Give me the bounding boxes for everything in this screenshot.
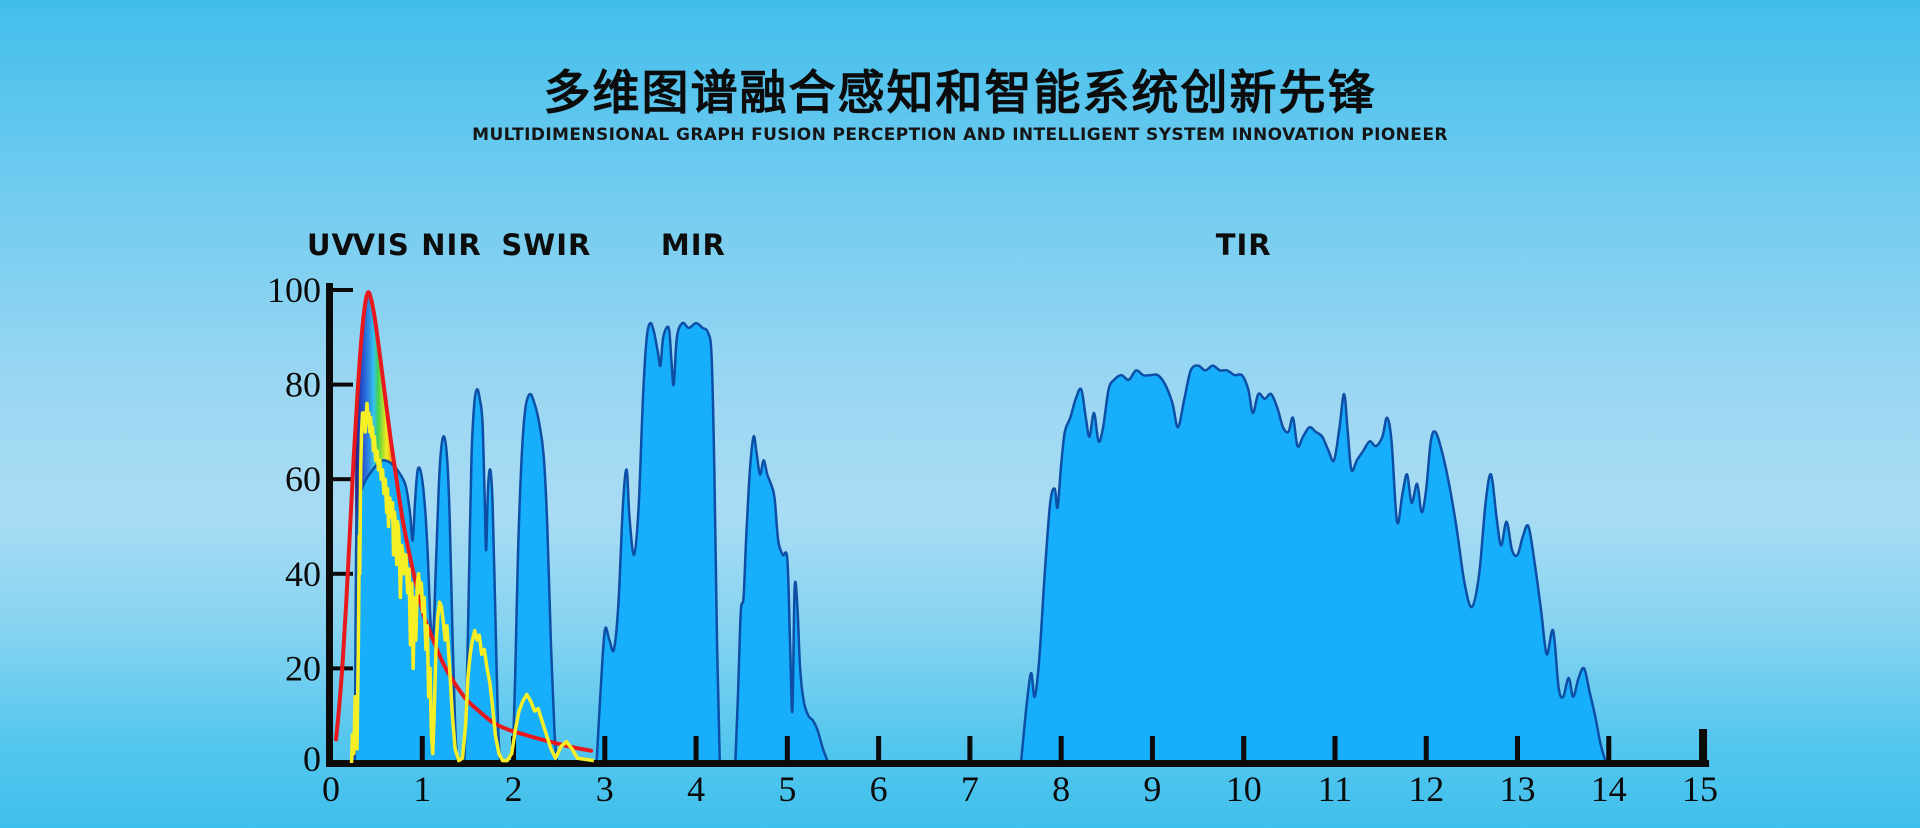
- x-tick-label: 0: [322, 769, 340, 809]
- x-tick-label: 15: [1682, 769, 1718, 809]
- x-tick-label: 1: [413, 769, 431, 809]
- x-tick-label: 6: [870, 769, 888, 809]
- y-tick-label: 40: [285, 554, 321, 594]
- atmospheric-transmission-area: [353, 321, 1608, 765]
- x-tick-label: 5: [778, 769, 796, 809]
- x-tick-label: 4: [687, 769, 705, 809]
- band-label-mir: MIR: [660, 228, 726, 262]
- x-tick-label: 11: [1318, 769, 1353, 809]
- x-tick-label: 3: [596, 769, 614, 809]
- band-label-uv: UV: [307, 228, 355, 262]
- x-tick-label: 7: [961, 769, 979, 809]
- solar-irradiance-curve: [349, 401, 595, 764]
- y-tick-label: 0: [303, 739, 321, 779]
- y-tick-label: 60: [285, 459, 321, 499]
- x-tick-label: 9: [1143, 769, 1161, 809]
- x-tick-label: 14: [1591, 769, 1627, 809]
- x-tick-label: 12: [1408, 769, 1444, 809]
- x-tick-label: 8: [1052, 769, 1070, 809]
- page-title: 多维图谱融合感知和智能系统创新先锋: [543, 66, 1377, 121]
- band-label-swir: SWIR: [501, 228, 592, 262]
- blackbody-envelope-curve: [334, 290, 594, 753]
- x-tick-label: 2: [505, 769, 523, 809]
- band-label-vis: VIS: [352, 228, 410, 262]
- y-tick-label: 80: [285, 365, 321, 405]
- x-tick-label: 10: [1226, 769, 1262, 809]
- band-label-nir: NIR: [421, 228, 482, 262]
- axes: [326, 283, 1710, 767]
- y-axis-tick-labels: 0 20 40 60 80 100: [267, 270, 321, 779]
- page-subtitle: MULTIDIMENSIONAL GRAPH FUSION PERCEPTION…: [472, 125, 1448, 145]
- visible-spectrum-prism-fill: [355, 292, 403, 704]
- y-tick-label: 100: [267, 270, 321, 310]
- x-axis-tick-labels: 0 1 2 3 4 5 6 7 8 9 10 11 12 13 14 15: [322, 769, 1718, 809]
- band-label-tir: TIR: [1215, 228, 1272, 262]
- x-tick-label: 13: [1500, 769, 1536, 809]
- y-tick-label: 20: [285, 648, 321, 688]
